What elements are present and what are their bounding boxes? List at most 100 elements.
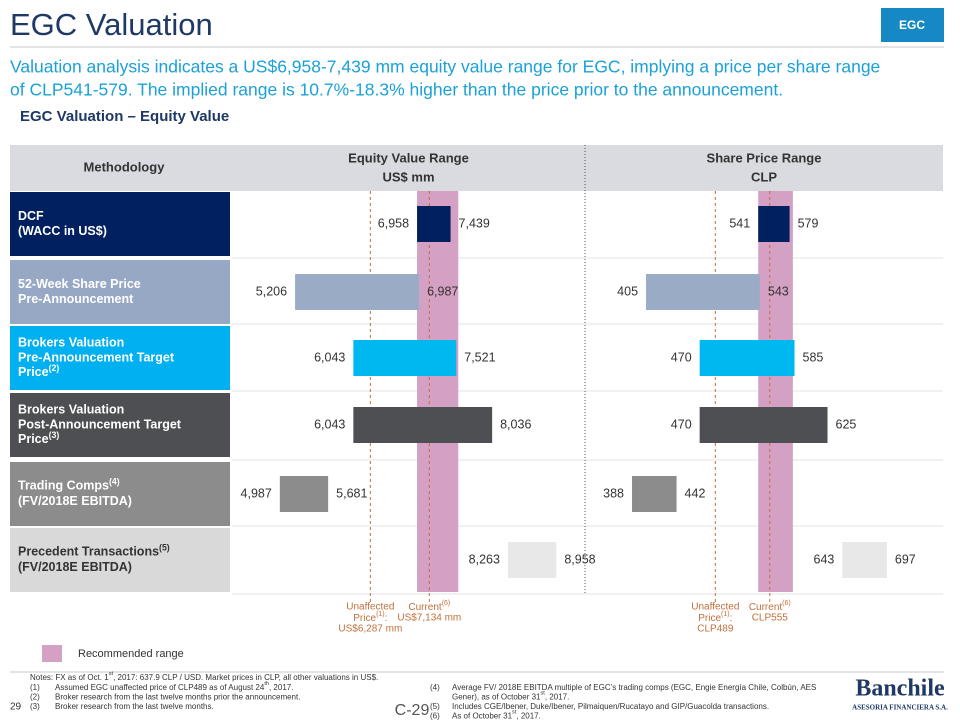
note-part: , 2017. xyxy=(545,693,569,702)
high-label: 585 xyxy=(803,350,824,364)
reference-label-part: : xyxy=(385,613,388,624)
page-number: 29 xyxy=(10,702,22,713)
range-bar xyxy=(353,407,493,443)
row-label: (FV/2018E EBITDA) xyxy=(18,494,132,508)
section-title: EGC Valuation – Equity Value xyxy=(20,108,229,125)
note: Gener), as of October 31st, 2017. xyxy=(452,691,569,702)
range-bar xyxy=(632,476,677,512)
high-label: 7,439 xyxy=(459,216,490,230)
logo: Banchile xyxy=(855,676,945,702)
chart-subtitle: CLP xyxy=(751,169,777,184)
row-label: (WACC in US$) xyxy=(18,224,107,238)
note: As of October 31st, 2017. xyxy=(452,710,541,720)
row-label: Trading Comps(4) xyxy=(18,477,120,493)
note-sup: st xyxy=(512,710,517,716)
low-label: 470 xyxy=(671,417,692,431)
low-label: 8,263 xyxy=(469,552,500,566)
reference-label-part: Price xyxy=(698,613,721,624)
range-bar xyxy=(758,206,790,242)
note-part: , 2017. xyxy=(516,712,540,720)
reference-label: Price(1): xyxy=(698,611,732,624)
high-label: 442 xyxy=(685,486,706,500)
note-sup: th xyxy=(264,681,269,687)
note-number: (4) xyxy=(430,683,440,692)
note: Broker research from the last twelve mon… xyxy=(55,693,300,702)
row-label-bg xyxy=(10,260,230,324)
row-label-sup: (3) xyxy=(49,430,60,440)
high-label: 625 xyxy=(836,417,857,431)
row-label: Price(2) xyxy=(18,363,59,379)
note-number: (6) xyxy=(430,712,440,720)
low-label: 388 xyxy=(603,486,624,500)
reference-label-sup: (6) xyxy=(442,600,451,607)
high-label: 697 xyxy=(895,552,916,566)
high-label: 6,987 xyxy=(427,284,458,298)
note-number: (3) xyxy=(30,702,40,711)
row-label: Price(3) xyxy=(18,430,59,446)
reference-label: US$6,287 mm xyxy=(338,624,402,635)
row-label-sup: (5) xyxy=(159,543,170,553)
note: Assumed EGC unaffected price of CLP489 a… xyxy=(55,681,293,692)
reference-label-part: Price xyxy=(353,613,376,624)
legend-label: Recommended range xyxy=(78,648,184,660)
note: Includes CGE/Ibener, Duke/Ibener, Pilmai… xyxy=(452,702,769,711)
note-number: (2) xyxy=(30,693,40,702)
reference-label: CLP489 xyxy=(697,624,734,635)
chart-subtitle: US$ mm xyxy=(382,169,434,184)
row-label: Pre-Announcement xyxy=(18,292,134,306)
row-label: 52-Week Share Price xyxy=(18,277,141,291)
reference-label: CLP555 xyxy=(752,613,789,624)
row-label: Precedent Transactions(5) xyxy=(18,543,170,559)
range-bar xyxy=(353,340,457,376)
reference-label: Current(6) xyxy=(749,600,791,613)
high-label: 8,036 xyxy=(500,417,531,431)
note-sup: st xyxy=(541,691,546,697)
high-label: 5,681 xyxy=(336,486,367,500)
row-label-part: Price xyxy=(18,365,49,379)
row-label-part: Trading Comps xyxy=(18,479,109,493)
row-label-bg xyxy=(10,192,230,256)
note-part: Assumed EGC unaffected price of CLP489 a… xyxy=(55,683,265,692)
row-label-bg xyxy=(10,462,230,526)
low-label: 5,206 xyxy=(256,284,287,298)
note-part: Gener), as of October 31 xyxy=(452,693,541,702)
row-label-bg xyxy=(10,528,230,592)
low-label: 6,043 xyxy=(314,417,345,431)
range-bar xyxy=(295,274,420,310)
reference-label: Current(6) xyxy=(408,600,450,613)
range-bar xyxy=(279,476,329,512)
low-label: 643 xyxy=(814,552,835,566)
high-label: 579 xyxy=(798,216,819,230)
low-label: 6,958 xyxy=(378,216,409,230)
low-label: 4,987 xyxy=(241,486,272,500)
tag-box xyxy=(881,8,944,42)
note: Notes: FX as of Oct. 1st, 2017: 637.9 CL… xyxy=(30,671,378,682)
row-label: (FV/2018E EBITDA) xyxy=(18,560,132,574)
subtitle-line: of CLP541-579. The implied range is 10.7… xyxy=(10,80,783,100)
note-number: (1) xyxy=(30,683,40,692)
row-label: Pre-Announcement Target xyxy=(18,350,175,364)
row-label: Brokers Valuation xyxy=(18,402,124,416)
reference-label-part: Current xyxy=(749,602,783,613)
high-label: 543 xyxy=(768,284,789,298)
row-label-part: Price xyxy=(18,432,49,446)
range-bar xyxy=(507,542,557,578)
note: Average FV/ 2018E EBITDA multiple of EGC… xyxy=(452,683,816,692)
row-label-part: Precedent Transactions xyxy=(18,545,159,559)
range-bar xyxy=(417,206,451,242)
note-part: , 2017: 637.9 CLP / USD. Market prices i… xyxy=(113,673,378,682)
reference-label-sup: (1) xyxy=(376,611,385,618)
note-sup: st xyxy=(109,671,114,677)
low-label: 541 xyxy=(729,216,750,230)
row-label: Brokers Valuation xyxy=(18,335,124,349)
row-label-sup: (4) xyxy=(109,477,120,487)
reference-label-sup: (6) xyxy=(782,600,791,607)
note: Broker research from the last twelve mon… xyxy=(55,702,214,711)
high-label: 8,958 xyxy=(564,552,595,566)
tag: EGC xyxy=(899,18,925,32)
row-label-bg xyxy=(10,326,230,390)
range-bar xyxy=(646,274,760,310)
note-part: , 2017. xyxy=(269,683,293,692)
reference-label: Unaffected xyxy=(691,602,739,613)
reference-label: Unaffected xyxy=(346,602,394,613)
